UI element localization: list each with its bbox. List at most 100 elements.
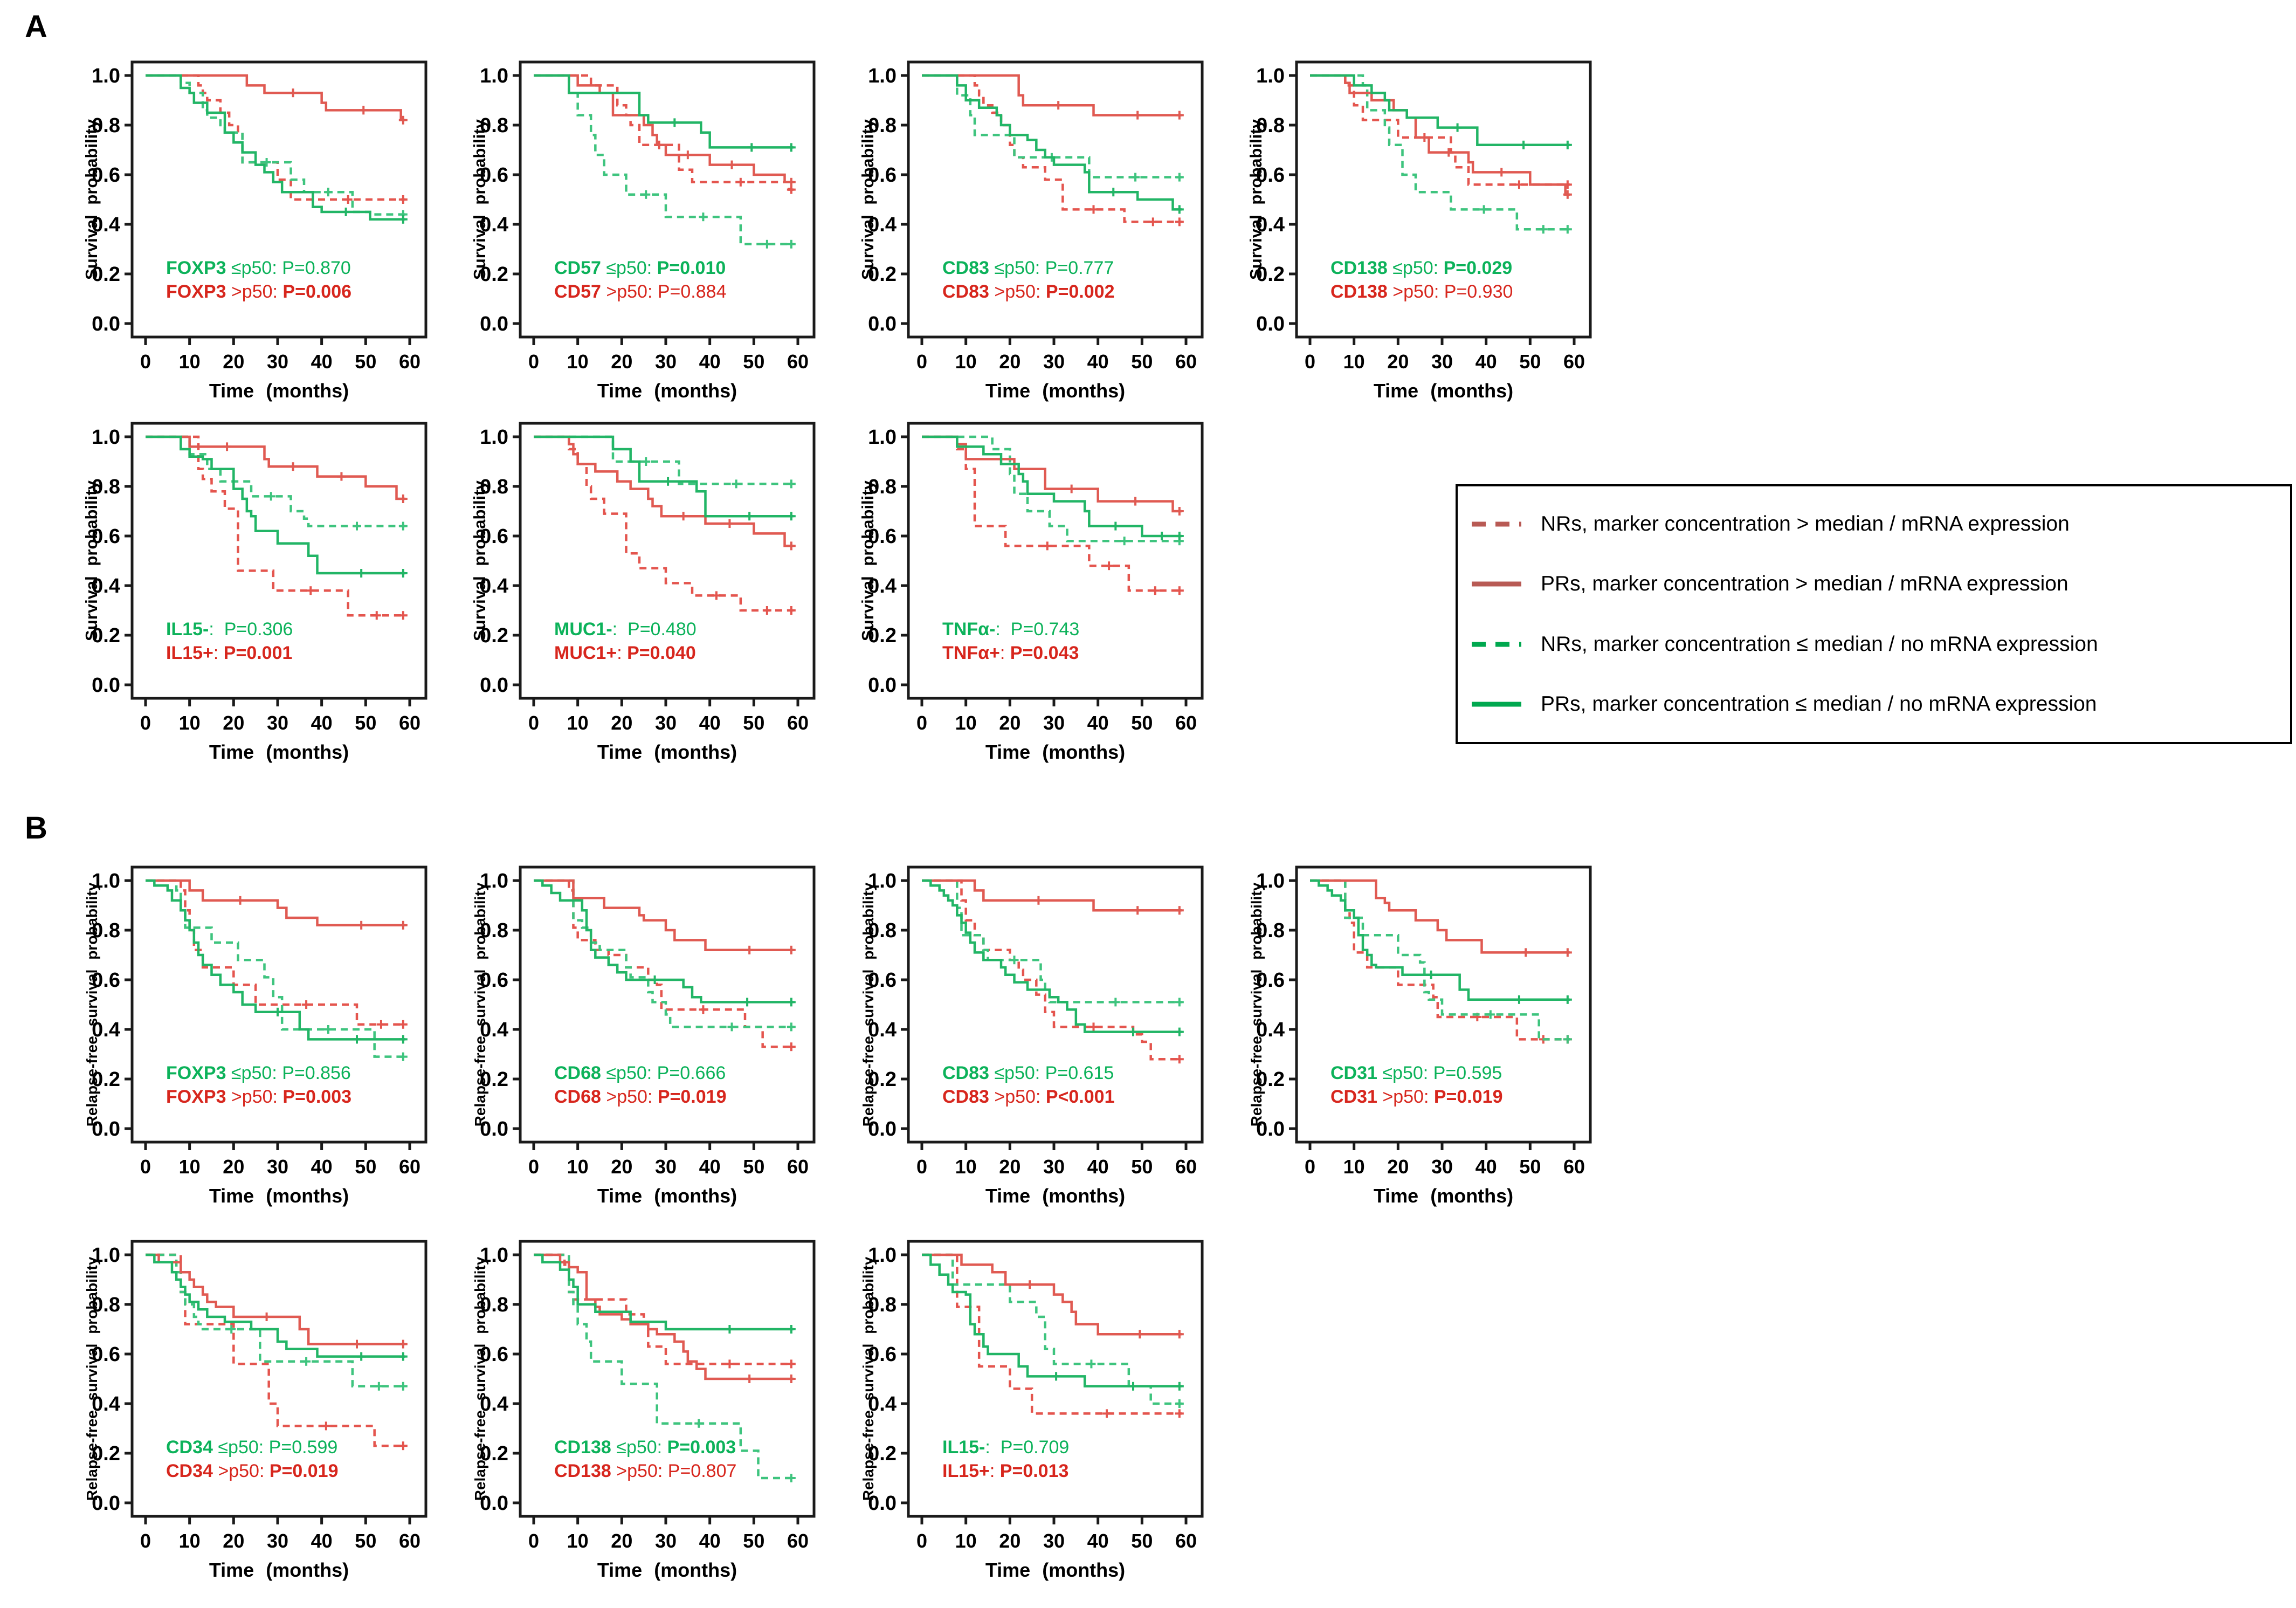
y-axis-title: Relapse-free survival probability — [472, 1256, 488, 1501]
annotation-green: CD83 ≤p50: P=0.615 — [942, 1063, 1114, 1083]
y-axis-title: Relapse-free survival probability — [84, 1256, 100, 1501]
y-tick-label: 0.8 — [480, 919, 508, 942]
y-tick-label: 0.0 — [480, 313, 508, 335]
km-curve-pr_low — [534, 1253, 794, 1331]
y-tick-label: 0.6 — [868, 164, 897, 187]
x-tick-label: 60 — [787, 351, 809, 373]
km-plot-svg: 1.0 0.8 0.6 0.4 0.2 0.0 0 10 20 30 40 50 60 Time (mon… — [82, 422, 428, 763]
x-tick-label: 20 — [999, 1530, 1021, 1552]
x-tick-label: 0 — [528, 351, 539, 373]
x-tick-label: 40 — [311, 712, 333, 734]
km-curve-pr_high — [534, 1253, 794, 1380]
km-plot-svg: 1.0 0.8 0.6 0.4 0.2 0.0 0 10 20 30 40 50 60 Time (mon… — [472, 865, 816, 1207]
panel-b-label: B — [25, 810, 47, 846]
km-curve-pr_high — [922, 879, 1182, 912]
x-tick-label: 60 — [399, 712, 420, 734]
x-axis-title: Time (months) — [985, 1559, 1125, 1581]
x-tick-label: 60 — [1175, 1530, 1197, 1552]
annotation-green: CD57 ≤p50: P=0.010 — [554, 258, 726, 278]
x-tick-label: 20 — [611, 712, 632, 734]
x-tick-label: 10 — [179, 351, 201, 373]
x-tick-label: 20 — [1387, 351, 1409, 373]
annotation-red: MUC1+: P=0.040 — [554, 643, 696, 663]
annotation-green: CD138 ≤p50: P=0.003 — [554, 1437, 736, 1458]
y-tick-label: 0.4 — [1256, 1019, 1285, 1041]
x-tick-label: 40 — [699, 1530, 721, 1552]
annotation-red: CD68 >p50: P=0.019 — [554, 1087, 726, 1107]
x-tick-label: 50 — [1131, 351, 1153, 373]
y-tick-label: 1.0 — [868, 426, 897, 449]
y-tick-label: 1.0 — [480, 426, 508, 449]
x-tick-label: 30 — [267, 1156, 288, 1178]
y-tick-label: 1.0 — [868, 1244, 897, 1267]
y-tick-label: 0.0 — [480, 674, 508, 697]
x-tick-label: 0 — [140, 1156, 151, 1178]
x-tick-label: 10 — [955, 351, 977, 373]
km-curve-nr_high — [146, 74, 405, 201]
km-plot-b-il15: 1.0 0.8 0.6 0.4 0.2 0.0 0 10 20 30 40 50 60 Time (mon… — [857, 1231, 1235, 1586]
x-tick-label: 40 — [699, 351, 721, 373]
dashed-green-line-icon — [1472, 642, 1521, 647]
y-tick-label: 0.0 — [92, 1492, 120, 1515]
km-plot-svg: 1.0 0.8 0.6 0.4 0.2 0.0 0 10 20 30 40 50 60 Time (mon… — [1248, 865, 1592, 1207]
km-curve-pr_low — [922, 74, 1182, 211]
annotation-green: CD31 ≤p50: P=0.595 — [1330, 1063, 1502, 1083]
x-tick-label: 30 — [267, 351, 288, 373]
km-curve-nr_high — [146, 1253, 405, 1447]
y-tick-label: 0.8 — [480, 476, 508, 498]
y-tick-label: 0.2 — [480, 624, 508, 647]
solid-green-line-icon — [1472, 702, 1521, 707]
x-tick-label: 20 — [1387, 1156, 1409, 1178]
solid-red-line-icon — [1472, 581, 1521, 587]
x-tick-label: 20 — [223, 712, 244, 734]
annotation-red: FOXP3 >p50: P=0.006 — [166, 281, 351, 302]
y-tick-label: 0.0 — [868, 674, 897, 697]
y-tick-label: 0.2 — [480, 1068, 508, 1091]
y-tick-label: 0.6 — [1256, 969, 1285, 992]
annotation-green: MUC1-: P=0.480 — [554, 619, 697, 640]
x-axis-title: Time (months) — [597, 1559, 737, 1581]
annotation-green: FOXP3 ≤p50: P=0.856 — [166, 1063, 351, 1083]
km-plot-svg: 1.0 0.8 0.6 0.4 0.2 0.0 0 10 20 30 40 50 60 Time (mon… — [84, 865, 428, 1207]
km-plot-svg: 1.0 0.8 0.6 0.4 0.2 0.0 0 10 20 30 40 50 60 Time (mon… — [1246, 60, 1592, 402]
x-tick-label: 20 — [999, 351, 1021, 373]
legend-label: PRs, marker concentration > median / mRN… — [1541, 572, 2069, 596]
x-axis-title: Time (months) — [209, 380, 349, 402]
legend-item-4: PRs, marker concentration ≤ median / no … — [1463, 692, 2285, 716]
y-tick-label: 1.0 — [92, 870, 120, 892]
km-curve-pr_low — [146, 435, 405, 575]
km-plot-svg: 1.0 0.8 0.6 0.4 0.2 0.0 0 10 20 30 40 50 60 Time (mon… — [470, 60, 816, 402]
km-curve-nr_low — [534, 879, 794, 1028]
x-tick-label: 40 — [311, 351, 333, 373]
y-tick-label: 0.0 — [480, 1492, 508, 1515]
x-axis-title: Time (months) — [985, 1185, 1125, 1207]
annotation-red: CD83 >p50: P=0.002 — [942, 281, 1114, 302]
y-axis-title: Relapse-free survival probability — [84, 882, 100, 1126]
y-tick-label: 0.6 — [480, 969, 508, 992]
km-plot-svg: 1.0 0.8 0.6 0.4 0.2 0.0 0 10 20 30 40 50 60 Time (mon… — [470, 422, 816, 763]
annotation-green: CD68 ≤p50: P=0.666 — [554, 1063, 726, 1083]
y-tick-label: 0.8 — [92, 476, 120, 498]
y-tick-label: 0.8 — [480, 1294, 508, 1316]
km-curve-pr_high — [146, 879, 405, 927]
x-tick-label: 60 — [399, 1530, 420, 1552]
x-tick-label: 10 — [567, 1156, 589, 1178]
km-plot-svg: 1.0 0.8 0.6 0.4 0.2 0.0 0 10 20 30 40 50 60 Time (mon… — [858, 60, 1204, 402]
x-tick-label: 30 — [655, 351, 677, 373]
km-curve-nr_high — [146, 435, 405, 617]
y-tick-label: 1.0 — [1256, 65, 1285, 87]
x-tick-label: 0 — [528, 712, 539, 734]
x-tick-label: 20 — [223, 351, 244, 373]
x-axis-title: Time (months) — [1374, 1185, 1513, 1207]
x-tick-label: 0 — [1305, 1156, 1315, 1178]
km-curve-pr_high — [534, 74, 794, 184]
x-axis-title: Time (months) — [597, 1185, 737, 1207]
km-plot-svg: 1.0 0.8 0.6 0.4 0.2 0.0 0 10 20 30 40 50 60 Time (mon… — [82, 60, 428, 402]
y-tick-label: 1.0 — [92, 426, 120, 449]
annotation-red: CD57 >p50: P=0.884 — [554, 281, 726, 302]
legend-item-2: PRs, marker concentration > median / mRN… — [1463, 572, 2285, 596]
y-tick-label: 0.4 — [92, 1393, 120, 1415]
y-tick-label: 0.0 — [92, 674, 120, 697]
x-tick-label: 50 — [1519, 1156, 1541, 1178]
y-tick-label: 0.8 — [92, 114, 120, 137]
